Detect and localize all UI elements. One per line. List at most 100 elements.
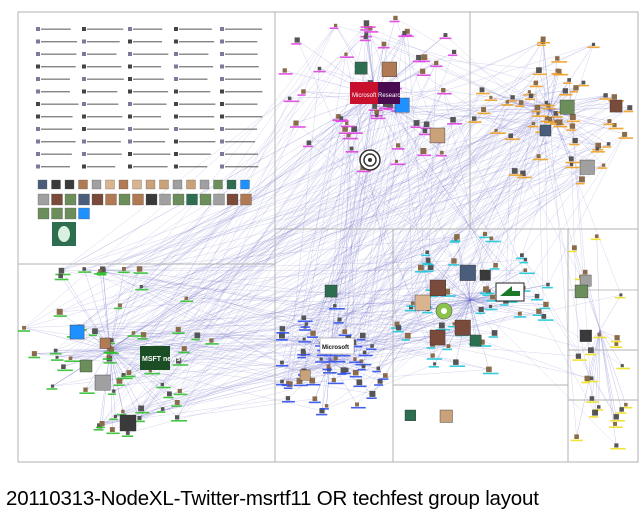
graph-node-label-mark	[118, 271, 130, 274]
isolate-node-label-mark	[87, 91, 118, 93]
isolate-node	[220, 127, 224, 131]
graph-edge	[407, 31, 428, 304]
graph-node-label-mark	[525, 98, 535, 101]
graph-node	[410, 301, 415, 305]
graph-node-label-mark	[300, 326, 310, 328]
isolate-photo-node	[91, 193, 104, 206]
graph-node-label-mark	[519, 261, 529, 264]
graph-node	[346, 133, 351, 138]
graph-edge	[522, 173, 581, 277]
graph-node-label-mark	[281, 384, 291, 387]
graph-edge	[128, 284, 549, 373]
isolate-node	[174, 102, 178, 106]
graph-edge	[469, 299, 490, 370]
graph-node-label-mark	[581, 381, 590, 384]
graph-node	[572, 137, 578, 144]
graph-edge	[549, 109, 604, 166]
graph-edge	[334, 85, 398, 306]
graph-edge	[339, 179, 583, 320]
graph-node	[340, 367, 347, 373]
graph-edge	[549, 109, 609, 145]
graph-node	[364, 31, 369, 36]
graph-node-label-mark	[144, 372, 161, 375]
graph-node	[394, 321, 400, 327]
graph-edge	[495, 158, 572, 266]
microsoft-research-logo-label: Microsoft Research	[352, 93, 404, 99]
graph-node	[342, 126, 348, 132]
isolate-node-label-mark	[225, 53, 258, 55]
graph-node	[404, 28, 410, 34]
graph-photo-node	[119, 414, 137, 432]
graph-node	[611, 94, 617, 100]
graph-node	[181, 346, 187, 352]
graph-node-label-mark	[531, 298, 543, 301]
graph-edge	[109, 349, 170, 395]
graph-node	[479, 87, 485, 93]
graph-node	[349, 146, 354, 151]
graph-edge	[549, 58, 558, 111]
arrow-logo-icon	[495, 282, 525, 302]
graph-edge	[432, 344, 579, 357]
graph-edge	[102, 270, 111, 351]
graph-edge	[122, 91, 530, 412]
isolate-node-label-mark	[179, 78, 208, 80]
graph-edge	[287, 62, 437, 383]
isolate-node-label-mark	[87, 78, 124, 80]
isolate-photo-node	[132, 179, 142, 190]
graph-node	[50, 384, 55, 388]
graph-edge	[568, 79, 593, 399]
graph-node-label-mark	[501, 104, 514, 106]
graph-node-label-mark	[379, 107, 394, 110]
graph-node	[393, 15, 398, 21]
graph-edge	[339, 267, 431, 320]
graph-node-label-mark	[171, 420, 187, 422]
graph-node	[478, 306, 484, 313]
graph-edge	[304, 90, 444, 340]
graph-edge	[320, 104, 386, 344]
graph-node-label-mark	[537, 41, 551, 44]
graph-node-label-mark	[406, 305, 420, 307]
graph-node-label-mark	[426, 347, 436, 349]
graph-edge	[109, 329, 179, 351]
isolate-node-label-mark	[41, 153, 72, 155]
graph-node-label-mark	[616, 367, 631, 370]
graph-node-label-mark	[615, 296, 626, 299]
edges-layer	[23, 17, 630, 446]
graph-node-label-mark	[290, 126, 306, 128]
graph-node-label-mark	[553, 125, 568, 128]
graph-node	[517, 311, 522, 316]
graph-node-label-mark	[539, 307, 551, 310]
graph-node	[452, 49, 457, 54]
graph-node-label-mark	[428, 295, 439, 298]
graph-node-label-mark	[324, 354, 337, 357]
graph-node	[505, 100, 509, 104]
graph-node	[287, 96, 292, 101]
graph-node	[344, 52, 348, 56]
isolate-node	[36, 152, 40, 156]
graph-edge	[102, 167, 363, 270]
graph-edge	[72, 333, 354, 343]
graph-node-label-mark	[79, 392, 95, 394]
graph-edge	[304, 70, 560, 328]
graph-node-label-mark	[603, 123, 615, 126]
graph-node	[452, 322, 456, 326]
graph-node-label-mark	[576, 182, 585, 185]
graph-edge	[469, 299, 476, 341]
graph-node-label-mark	[356, 338, 366, 341]
graph-edge	[303, 102, 616, 318]
isolate-photo-node	[64, 207, 77, 220]
graph-node	[99, 421, 105, 427]
graph-node	[543, 301, 549, 308]
graph-node-label-mark	[401, 34, 412, 36]
graph-edge	[443, 89, 491, 98]
graph-edge	[102, 313, 520, 424]
graph-node	[427, 264, 434, 270]
graph-node	[301, 89, 306, 94]
graph-edge	[397, 85, 524, 289]
graph-edge	[150, 121, 557, 372]
graph-edge	[23, 164, 604, 329]
logos-layer: Microsoft Research MSFT news Microsoft	[52, 82, 525, 370]
graph-node-label-mark	[563, 82, 572, 84]
isolate-node	[82, 114, 86, 119]
graph-edge	[323, 118, 551, 348]
